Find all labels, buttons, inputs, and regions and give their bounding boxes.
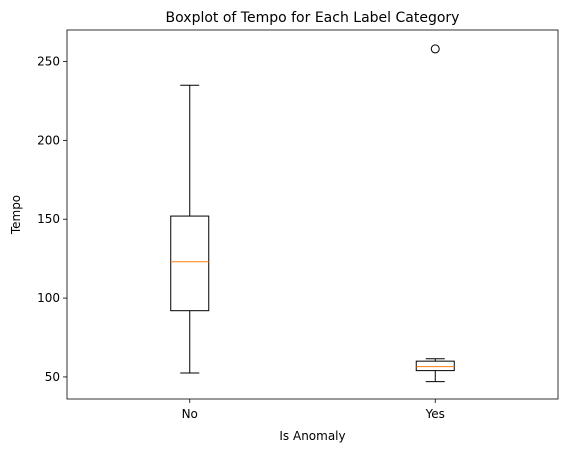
x-tick-label: No (182, 407, 198, 421)
x-tick-label: Yes (425, 407, 445, 421)
outlier-point (430, 44, 440, 54)
y-tick-label: 50 (45, 370, 60, 384)
box-no (170, 84, 210, 374)
x-axis-label: Is Anomaly (279, 429, 345, 443)
y-tick-label: 200 (37, 133, 60, 147)
y-tick-label: 100 (37, 291, 60, 305)
axes-frame (66, 29, 559, 400)
box-yes (415, 44, 455, 383)
y-axis-label: Tempo (9, 195, 23, 235)
iqr-box (170, 215, 210, 312)
plot-area: 50 100 150 200 250 No Yes (37, 29, 559, 421)
chart-title: Boxplot of Tempo for Each Label Category (166, 10, 460, 26)
y-tick-label: 150 (37, 212, 60, 226)
y-tick-label: 250 (37, 55, 60, 69)
iqr-box (415, 360, 455, 372)
